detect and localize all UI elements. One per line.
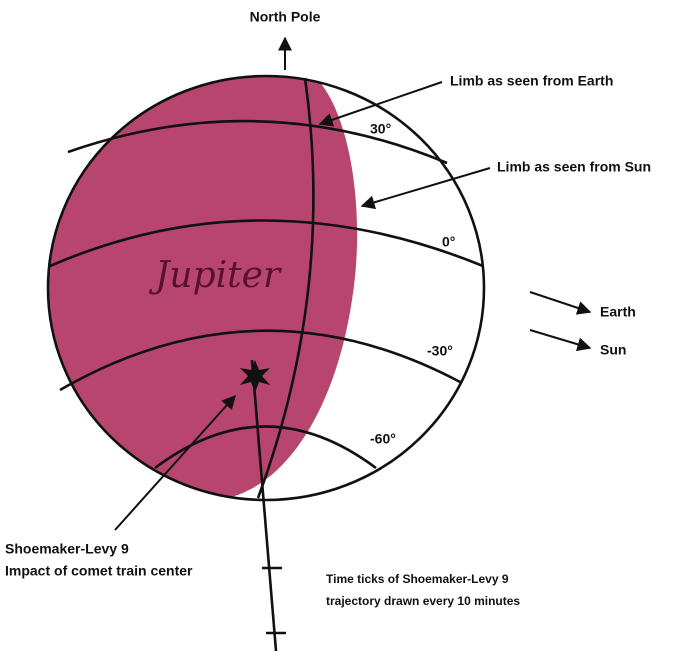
latitude-label: -60° xyxy=(370,431,396,447)
direction-label: Earth xyxy=(600,304,636,320)
trajectory-label: trajectory drawn every 10 minutes xyxy=(326,594,520,608)
latitude-label: 0° xyxy=(442,234,455,250)
impact-label: Shoemaker-Levy 9 xyxy=(5,541,129,557)
north-pole-label: North Pole xyxy=(250,9,321,25)
planet-label: Jupiter xyxy=(148,255,282,296)
limb-label: Limb as seen from Earth xyxy=(450,73,613,89)
limb-label: Limb as seen from Sun xyxy=(497,159,651,175)
latitude-label: 30° xyxy=(370,121,391,137)
impact-label: Impact of comet train center xyxy=(5,563,193,579)
arrow xyxy=(530,330,590,348)
trajectory-label: Time ticks of Shoemaker-Levy 9 xyxy=(326,572,509,586)
latitude-label: -30° xyxy=(427,343,453,359)
arrow xyxy=(362,168,490,206)
shaded-hemisphere xyxy=(0,0,357,500)
diagram: North Pole Limb as seen from Earth Limb … xyxy=(0,0,675,651)
direction-label: Sun xyxy=(600,342,626,358)
arrow xyxy=(530,292,590,312)
